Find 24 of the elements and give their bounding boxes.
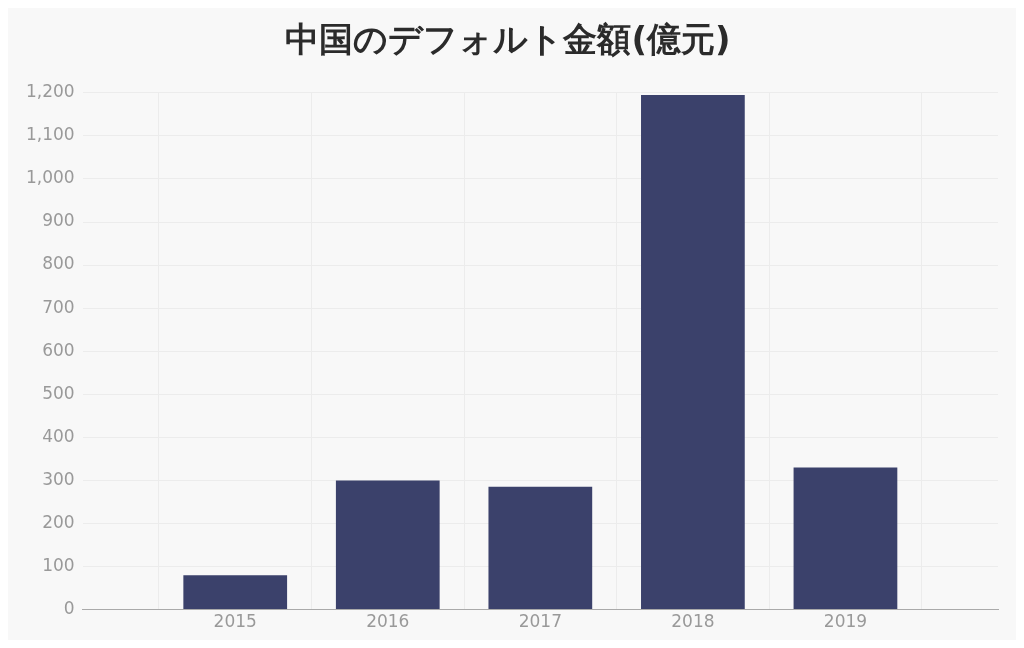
- y-tick-label: 700: [42, 296, 75, 317]
- y-tick-label: 900: [42, 210, 75, 231]
- x-tick-label: 2017: [518, 611, 562, 632]
- bar: [793, 467, 898, 610]
- y-tick-label: 1,000: [26, 167, 75, 188]
- y-tick-label: 600: [42, 339, 75, 360]
- y-tick-label: 1,100: [26, 124, 75, 145]
- bar: [641, 94, 745, 610]
- y-tick-label: 300: [42, 468, 75, 489]
- x-tick-label: 2019: [823, 611, 868, 632]
- bar: [488, 486, 593, 610]
- y-tick-label: 400: [42, 425, 75, 446]
- y-tick-label: 100: [42, 554, 75, 575]
- y-tick-label: 0: [63, 598, 75, 619]
- bar: [183, 575, 288, 610]
- x-tick-label: 2018: [671, 611, 715, 632]
- y-tick-label: 1,200: [26, 81, 75, 102]
- y-tick-label: 200: [42, 511, 75, 532]
- bar: [335, 480, 440, 610]
- x-tick-label: 2015: [213, 611, 257, 632]
- y-tick-label: 500: [42, 382, 75, 403]
- x-tick-label: 2016: [366, 611, 410, 632]
- y-tick-label: 800: [42, 253, 75, 274]
- chart-title: 中国のデフォルト金額(億元): [285, 19, 731, 60]
